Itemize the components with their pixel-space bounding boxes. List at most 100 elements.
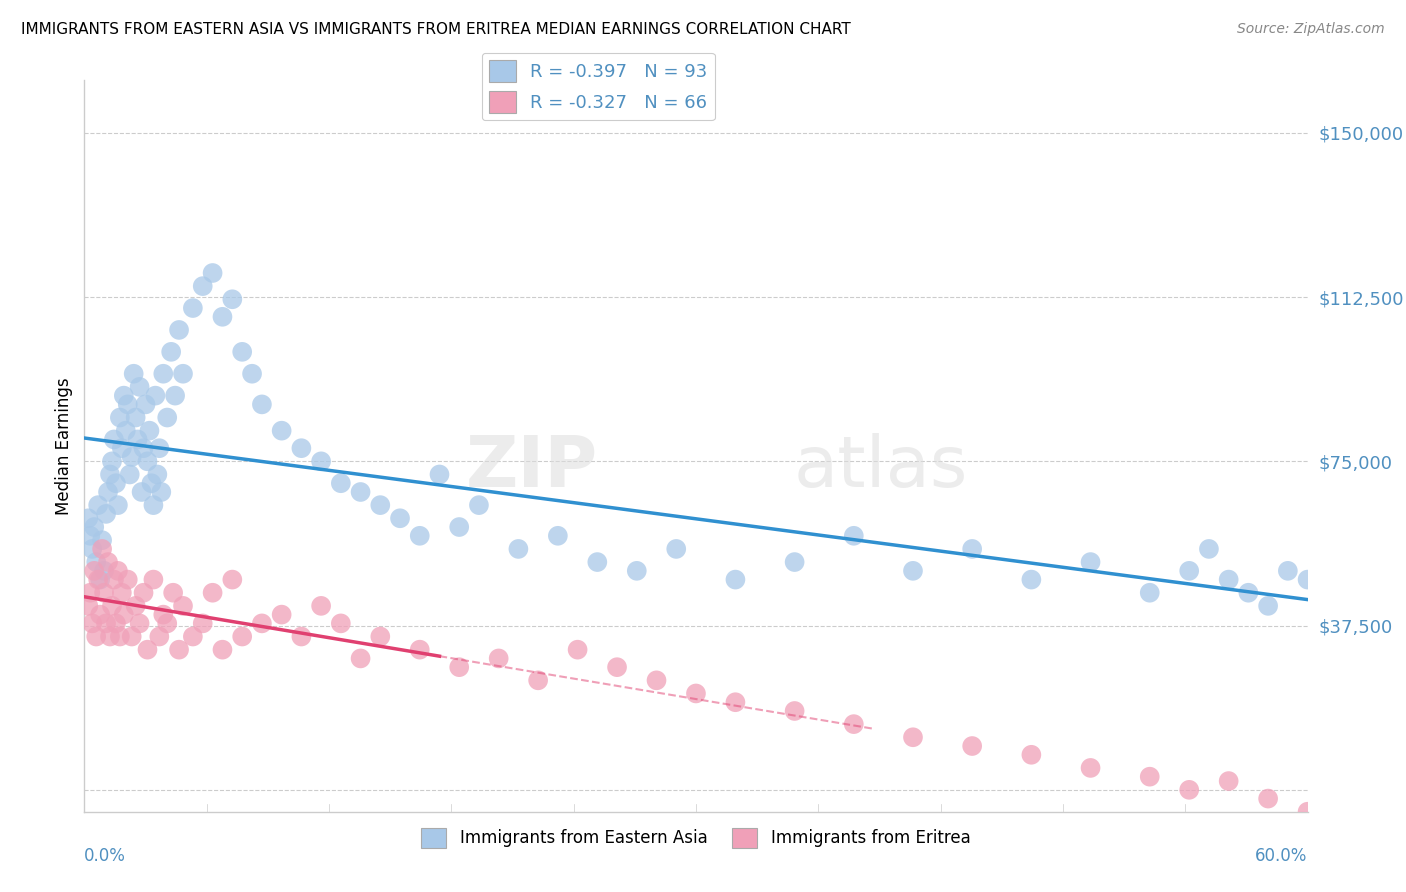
Point — [449, 520, 471, 534]
Point — [107, 564, 129, 578]
Point — [250, 397, 273, 411]
Point — [250, 616, 273, 631]
Point — [91, 533, 114, 548]
Point — [201, 266, 224, 280]
Text: 60.0%: 60.0% — [1256, 847, 1308, 864]
Point — [111, 441, 134, 455]
Point — [1316, 585, 1339, 599]
Point — [135, 397, 157, 411]
Point — [136, 642, 159, 657]
Point — [167, 642, 190, 657]
Point — [231, 344, 253, 359]
Point — [138, 424, 160, 438]
Point — [201, 585, 224, 599]
Point — [79, 529, 101, 543]
Text: atlas: atlas — [794, 434, 969, 502]
Point — [309, 599, 332, 613]
Point — [104, 476, 127, 491]
Point — [606, 660, 628, 674]
Point — [145, 389, 167, 403]
Point — [117, 397, 139, 411]
Point — [101, 454, 124, 468]
Point — [1178, 564, 1201, 578]
Point — [645, 673, 668, 688]
Point — [1375, 616, 1398, 631]
Point — [114, 424, 136, 438]
Point — [449, 660, 471, 674]
Point — [1178, 782, 1201, 797]
Point — [1080, 555, 1102, 569]
Point — [665, 541, 688, 556]
Point — [91, 541, 114, 556]
Point — [842, 717, 865, 731]
Point — [389, 511, 412, 525]
Point — [901, 731, 924, 745]
Point — [94, 616, 117, 631]
Point — [132, 441, 155, 455]
Point — [1257, 791, 1279, 805]
Point — [1021, 573, 1043, 587]
Point — [128, 616, 150, 631]
Point — [98, 467, 121, 482]
Point — [98, 630, 121, 644]
Point — [508, 541, 530, 556]
Point — [131, 485, 153, 500]
Point — [724, 695, 747, 709]
Point — [124, 599, 146, 613]
Point — [111, 585, 134, 599]
Legend: Immigrants from Eastern Asia, Immigrants from Eritrea: Immigrants from Eastern Asia, Immigrants… — [415, 821, 977, 855]
Point — [1198, 541, 1220, 556]
Point — [148, 630, 170, 644]
Point — [152, 367, 174, 381]
Point — [231, 630, 253, 644]
Point — [1395, 599, 1406, 613]
Point — [122, 367, 145, 381]
Point — [901, 564, 924, 578]
Point — [349, 485, 371, 500]
Point — [82, 541, 104, 556]
Point — [146, 467, 169, 482]
Point — [141, 476, 163, 491]
Point — [1237, 585, 1260, 599]
Point — [87, 573, 110, 587]
Point — [409, 642, 432, 657]
Point — [77, 599, 100, 613]
Point — [108, 410, 131, 425]
Point — [84, 555, 107, 569]
Point — [108, 630, 131, 644]
Point — [240, 367, 263, 381]
Point — [290, 630, 312, 644]
Point — [93, 564, 115, 578]
Point — [290, 441, 312, 455]
Point — [1277, 564, 1299, 578]
Point — [156, 410, 179, 425]
Point — [349, 651, 371, 665]
Point — [586, 555, 609, 569]
Point — [103, 433, 125, 447]
Point — [103, 573, 125, 587]
Point — [94, 507, 117, 521]
Point — [162, 585, 184, 599]
Point — [124, 410, 146, 425]
Point — [211, 310, 233, 324]
Point — [132, 585, 155, 599]
Point — [724, 573, 747, 587]
Point — [221, 293, 243, 307]
Point — [160, 344, 183, 359]
Text: ZIP: ZIP — [465, 434, 598, 502]
Point — [1355, 607, 1378, 622]
Point — [527, 673, 550, 688]
Point — [567, 642, 589, 657]
Point — [783, 704, 806, 718]
Point — [136, 454, 159, 468]
Point — [101, 599, 124, 613]
Point — [172, 367, 194, 381]
Point — [1021, 747, 1043, 762]
Point — [121, 450, 143, 464]
Point — [77, 511, 100, 525]
Text: Source: ZipAtlas.com: Source: ZipAtlas.com — [1237, 22, 1385, 37]
Point — [547, 529, 569, 543]
Point — [1336, 599, 1358, 613]
Point — [97, 555, 120, 569]
Point — [107, 498, 129, 512]
